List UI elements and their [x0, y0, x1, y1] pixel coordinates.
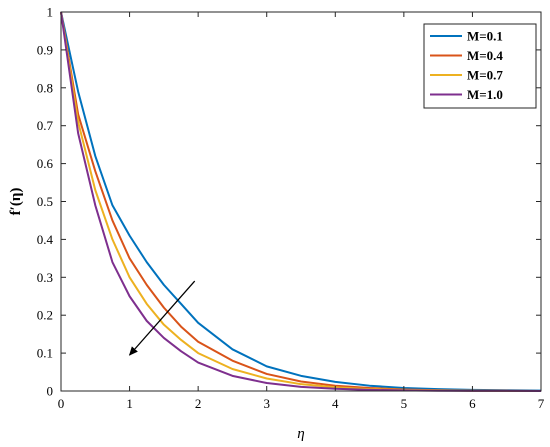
legend-entry-label: M=0.4	[467, 48, 503, 63]
y-axis-title: f′(η)	[8, 188, 24, 216]
x-tick-label: 5	[401, 396, 408, 411]
series-layer	[60, 11, 542, 392]
x-tick-label: 6	[469, 396, 476, 411]
y-tick-label: 0	[47, 384, 54, 399]
x-axis-title: η	[297, 426, 304, 442]
y-tick-label: 0.8	[37, 80, 53, 95]
series-line-1	[60, 11, 542, 392]
y-tick-label: 0.3	[37, 270, 53, 285]
legend: M=0.1 M=0.4 M=0.7 M=1.0	[423, 23, 537, 109]
y-tick-label: 0.6	[37, 156, 54, 171]
y-tick-label: 0.5	[37, 194, 53, 209]
legend-entry-label: M=1.0	[467, 87, 503, 102]
y-tick-label: 0.4	[37, 232, 54, 247]
y-tick-label: 0.1	[37, 346, 53, 361]
legend-entry-label: M=0.1	[467, 29, 503, 44]
annotation-layer	[128, 280, 196, 356]
x-tick-label: 3	[263, 396, 270, 411]
trend-arrow	[128, 280, 196, 356]
x-tick-label: 7	[538, 396, 545, 411]
x-tick-label: 4	[332, 396, 339, 411]
axes-layer: 0 1 2 3 4 5 6 7 0 0.1 0.2 0.3 0.4 0.5 0.6 0.7 0.8 0.9 1	[37, 5, 545, 412]
y-tick-label: 0.2	[37, 308, 53, 323]
x-tick-label: 0	[58, 396, 65, 411]
y-tick-label: 0.7	[37, 118, 54, 133]
y-tick-label: 0.9	[37, 42, 53, 57]
x-tick-label: 2	[195, 396, 202, 411]
y-tick-label: 1	[47, 5, 54, 20]
x-tick-label: 1	[126, 396, 133, 411]
legend-entry-label: M=0.7	[467, 68, 503, 83]
